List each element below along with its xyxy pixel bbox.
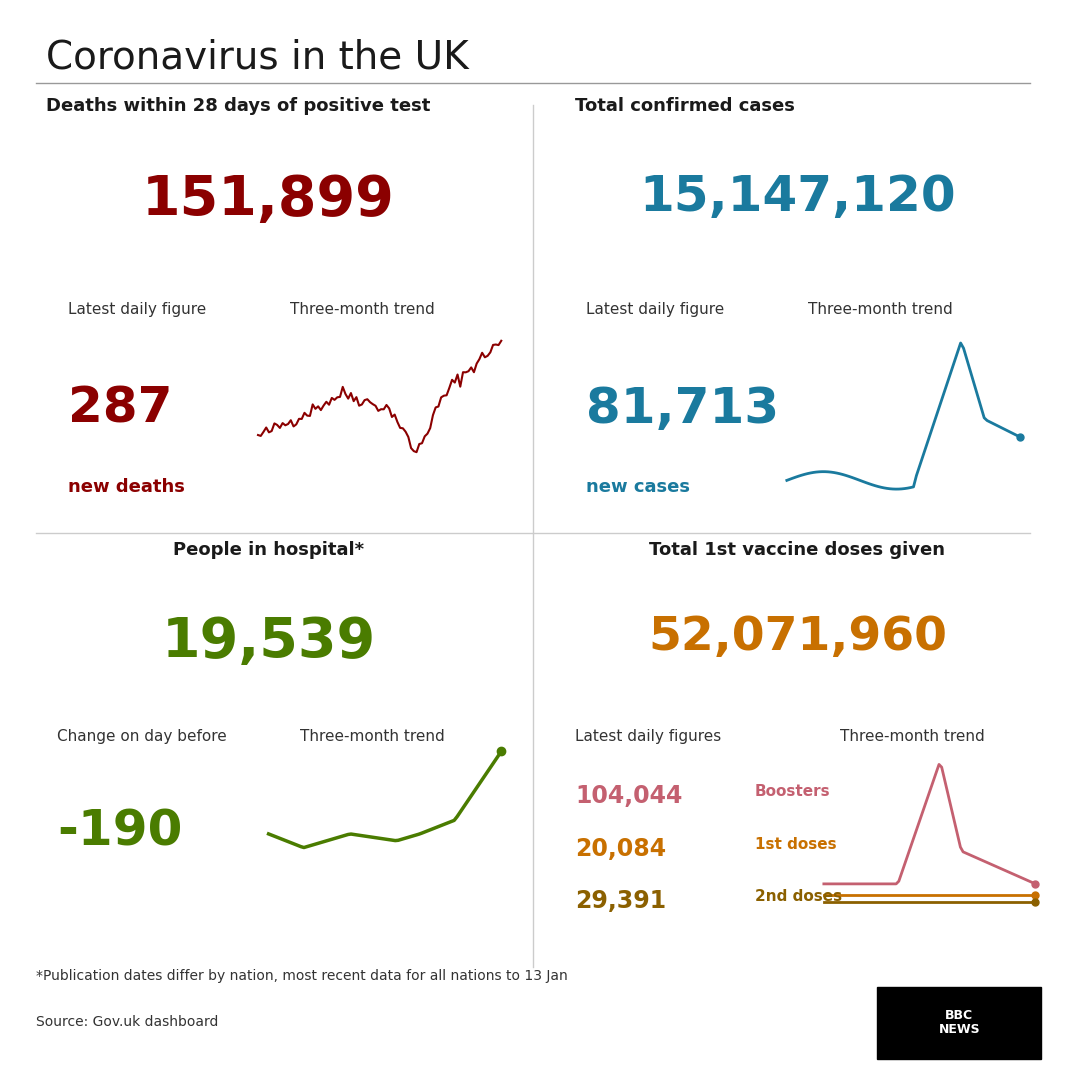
Text: 104,044: 104,044 xyxy=(576,784,682,808)
Text: -190: -190 xyxy=(58,808,182,856)
Text: BBC
NEWS: BBC NEWS xyxy=(938,1010,980,1036)
Text: People in hospital*: People in hospital* xyxy=(173,542,365,560)
Text: 151,899: 151,899 xyxy=(142,174,395,227)
FancyBboxPatch shape xyxy=(876,987,1040,1059)
Text: Change on day before: Change on day before xyxy=(58,729,227,744)
Text: 287: 287 xyxy=(67,385,172,433)
Text: new deaths: new deaths xyxy=(67,478,184,496)
Text: Latest daily figure: Latest daily figure xyxy=(67,303,206,318)
Text: Latest daily figures: Latest daily figures xyxy=(576,729,722,744)
Text: Three-month trend: Three-month trend xyxy=(290,303,435,318)
Text: Three-month trend: Three-month trend xyxy=(840,729,985,744)
Text: Latest daily figure: Latest daily figure xyxy=(586,303,724,318)
Text: Three-month trend: Three-month trend xyxy=(808,303,953,318)
Text: 2nd doses: 2nd doses xyxy=(755,889,842,904)
Text: Coronavirus in the UK: Coronavirus in the UK xyxy=(47,38,469,76)
Text: 15,147,120: 15,147,120 xyxy=(640,174,956,222)
Text: Deaths within 28 days of positive test: Deaths within 28 days of positive test xyxy=(47,97,431,115)
Text: Boosters: Boosters xyxy=(755,784,830,798)
Text: 1st doses: 1st doses xyxy=(755,837,837,852)
Text: *Publication dates differ by nation, most recent data for all nations to 13 Jan: *Publication dates differ by nation, mos… xyxy=(36,969,568,983)
Text: 52,071,960: 52,071,960 xyxy=(648,615,947,661)
Text: Source: Gov.uk dashboard: Source: Gov.uk dashboard xyxy=(36,1015,219,1030)
Text: new cases: new cases xyxy=(586,478,690,496)
Text: Three-month trend: Three-month trend xyxy=(301,729,446,744)
Text: 19,539: 19,539 xyxy=(162,615,375,669)
Text: 29,391: 29,391 xyxy=(576,889,666,914)
Text: Total 1st vaccine doses given: Total 1st vaccine doses given xyxy=(649,542,946,560)
Text: 20,084: 20,084 xyxy=(576,837,666,860)
Text: 81,713: 81,713 xyxy=(586,385,779,433)
Text: Total confirmed cases: Total confirmed cases xyxy=(576,97,795,115)
